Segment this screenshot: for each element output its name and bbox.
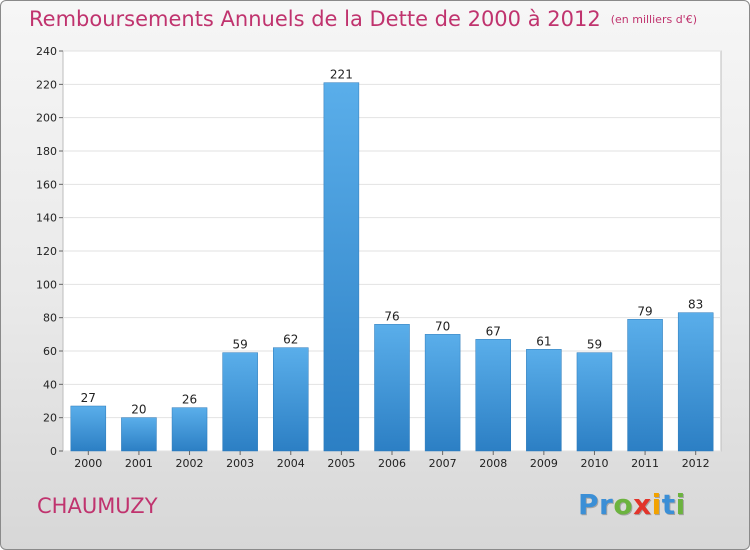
x-tick-label: 2007 bbox=[429, 457, 457, 470]
y-tick-label: 40 bbox=[43, 378, 57, 391]
x-tick-label: 2005 bbox=[327, 457, 355, 470]
bar-2003 bbox=[222, 352, 258, 452]
bar-2002 bbox=[171, 407, 208, 452]
chart-title: Remboursements Annuels de la Dette de 20… bbox=[29, 7, 697, 31]
bar-2006 bbox=[374, 324, 410, 452]
x-tick-label: 2004 bbox=[277, 457, 305, 470]
logo-letter: x bbox=[633, 488, 652, 521]
x-tick-label: 2008 bbox=[479, 457, 507, 470]
y-axis: 0 20 40 60 80 100 120 140 160 180 200 220 240 bbox=[36, 45, 63, 458]
bar-value-label: 62 bbox=[283, 333, 298, 347]
proxiti-logo: Proxiti bbox=[578, 488, 686, 521]
bar-value-label: 221 bbox=[330, 68, 353, 82]
bar-2008 bbox=[475, 339, 511, 452]
x-axis: 2000 2001 2002 2003 2004 2005 2006 2007 2008 2009… bbox=[74, 451, 710, 470]
logo-letter: t bbox=[661, 488, 676, 521]
y-tick-label: 220 bbox=[36, 78, 57, 91]
y-tick-label: 80 bbox=[43, 312, 57, 325]
y-tick-label: 0 bbox=[50, 445, 57, 458]
logo-letter: i bbox=[675, 488, 686, 521]
x-tick-label: 2002 bbox=[176, 457, 204, 470]
x-tick-label: 2012 bbox=[682, 457, 710, 470]
bar-value-label: 59 bbox=[233, 338, 248, 352]
logo-letter: o bbox=[613, 488, 634, 521]
bar-2011 bbox=[627, 319, 663, 452]
y-tick-label: 160 bbox=[36, 178, 57, 191]
x-tick-label: 2009 bbox=[530, 457, 558, 470]
y-tick-label: 200 bbox=[36, 112, 57, 125]
y-tick-label: 60 bbox=[43, 345, 57, 358]
logo-letter: P bbox=[578, 488, 600, 521]
y-tick-label: 120 bbox=[36, 245, 57, 258]
y-tick-label: 240 bbox=[36, 45, 57, 58]
bar-value-label: 67 bbox=[486, 324, 501, 338]
bar-value-label: 83 bbox=[688, 298, 703, 312]
bar-2009 bbox=[526, 349, 562, 452]
x-tick-label: 2010 bbox=[580, 457, 608, 470]
y-tick-label: 20 bbox=[43, 412, 57, 425]
logo-letter: r bbox=[599, 488, 614, 521]
bar-value-label: 70 bbox=[435, 319, 450, 333]
bar-value-label: 20 bbox=[131, 403, 146, 417]
chart-title-text: Remboursements Annuels de la Dette de 20… bbox=[29, 7, 601, 31]
bar-value-label: 26 bbox=[182, 393, 197, 407]
x-tick-label: 2006 bbox=[378, 457, 406, 470]
x-tick-label: 2001 bbox=[125, 457, 153, 470]
y-tick-label: 100 bbox=[36, 278, 57, 291]
bar-2010 bbox=[576, 352, 613, 452]
bar-value-label: 59 bbox=[587, 338, 602, 352]
x-tick-label: 2000 bbox=[74, 457, 102, 470]
x-tick-label: 2011 bbox=[631, 457, 659, 470]
chart-unit: (en milliers d'€) bbox=[610, 13, 697, 26]
bar-value-label: 27 bbox=[81, 391, 96, 405]
bar-2005 bbox=[323, 82, 360, 452]
bar-2001 bbox=[121, 417, 157, 452]
bar-value-label: 76 bbox=[384, 309, 399, 323]
bar-value-label: 79 bbox=[637, 304, 652, 318]
y-tick-label: 180 bbox=[36, 145, 57, 158]
bar-2000 bbox=[70, 405, 107, 452]
y-tick-label: 140 bbox=[36, 212, 57, 225]
bars: 27 20 26 59 62 221 76 70 67 61 59 79 83 bbox=[70, 68, 714, 452]
bar-2004 bbox=[273, 347, 309, 452]
commune-name: CHAUMUZY bbox=[37, 494, 158, 518]
bar-value-label: 61 bbox=[536, 334, 551, 348]
logo-letter: i bbox=[651, 488, 662, 521]
bar-2012 bbox=[677, 312, 714, 452]
bar-2007 bbox=[424, 334, 461, 452]
x-tick-label: 2003 bbox=[226, 457, 254, 470]
